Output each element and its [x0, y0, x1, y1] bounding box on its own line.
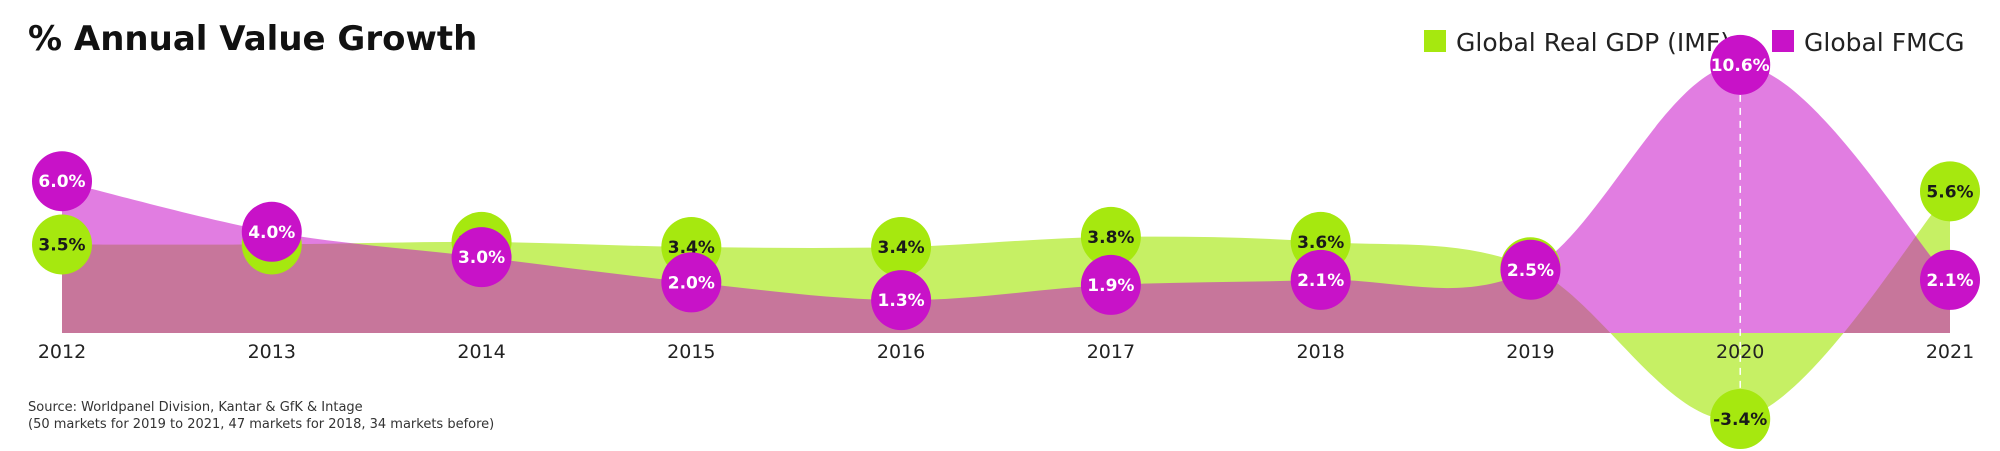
- data-label-fmcg-2017: 1.9%: [1087, 276, 1134, 296]
- bubble-fmcg-2019: [1500, 239, 1561, 300]
- x-tick-2015: 2015: [667, 341, 715, 363]
- x-tick-2019: 2019: [1506, 341, 1554, 363]
- bubble-gdp-2016: [871, 216, 932, 277]
- data-label-gdp-2012: 3.5%: [38, 235, 85, 255]
- data-label-gdp-2015: 3.4%: [668, 238, 715, 258]
- data-label-fmcg-2012: 6.0%: [38, 172, 85, 192]
- data-label-fmcg-2013: 4.0%: [248, 223, 295, 243]
- x-tick-2012: 2012: [38, 341, 86, 363]
- data-label-gdp-2017: 3.8%: [1087, 228, 1134, 248]
- bubble-gdp-2020: [1710, 389, 1771, 450]
- legend-label-fmcg: Global FMCG: [1804, 28, 1964, 57]
- bubble-fmcg-2017: [1080, 254, 1141, 315]
- area-fmcg: [62, 64, 1950, 333]
- bubble-gdp-2017: [1080, 206, 1141, 267]
- bubble-fmcg-2020: [1710, 34, 1771, 95]
- bubble-fmcg-2015: [661, 252, 722, 313]
- data-label-gdp-2021: 5.6%: [1926, 182, 1973, 202]
- bubble-gdp-2021: [1920, 161, 1980, 222]
- chart-title: % Annual Value Growth: [28, 19, 477, 59]
- x-tick-2016: 2016: [877, 341, 925, 363]
- data-label-fmcg-2014: 3.0%: [458, 248, 505, 268]
- data-label-fmcg-2021: 2.1%: [1926, 271, 1973, 291]
- data-label-fmcg-2020: 10.6%: [1711, 56, 1770, 76]
- x-tick-2014: 2014: [457, 341, 505, 363]
- data-label-fmcg-2016: 1.3%: [878, 291, 925, 311]
- data-label-gdp-2020: -3.4%: [1713, 410, 1767, 430]
- x-tick-2017: 2017: [1087, 341, 1135, 363]
- bubble-fmcg-2014: [451, 227, 512, 288]
- bubble-fmcg-2013: [241, 201, 302, 262]
- data-label-fmcg-2018: 2.1%: [1297, 271, 1344, 291]
- bubble-fmcg-2018: [1290, 249, 1351, 310]
- data-label-gdp-2018: 3.6%: [1297, 233, 1344, 253]
- bubble-fmcg-2012: [32, 151, 92, 212]
- source-line-2: (50 markets for 2019 to 2021, 47 markets…: [28, 417, 494, 432]
- legend: Global Real GDP (IMF) Global FMCG: [1424, 28, 1964, 57]
- x-tick-2018: 2018: [1296, 341, 1344, 363]
- source-line-1: Source: Worldpanel Division, Kantar & Gf…: [28, 400, 363, 415]
- data-label-fmcg-2015: 2.0%: [668, 273, 715, 293]
- plot-area: 2012 2013 2014 2015 2016 2017 2018 2019 2020 2021…: [32, 34, 1980, 450]
- x-tick-2020: 2020: [1716, 341, 1764, 363]
- bubble-gdp-2012: [32, 214, 92, 275]
- x-tick-2013: 2013: [248, 341, 296, 363]
- legend-label-gdp: Global Real GDP (IMF): [1456, 28, 1730, 57]
- legend-swatch-fmcg: [1772, 30, 1794, 52]
- bubble-fmcg-2021: [1920, 249, 1980, 310]
- data-label-fmcg-2019: 2.5%: [1507, 261, 1554, 281]
- legend-swatch-gdp: [1424, 30, 1446, 52]
- bubble-fmcg-2016: [871, 270, 932, 331]
- data-label-gdp-2016: 3.4%: [878, 238, 925, 258]
- x-tick-2021: 2021: [1926, 341, 1974, 363]
